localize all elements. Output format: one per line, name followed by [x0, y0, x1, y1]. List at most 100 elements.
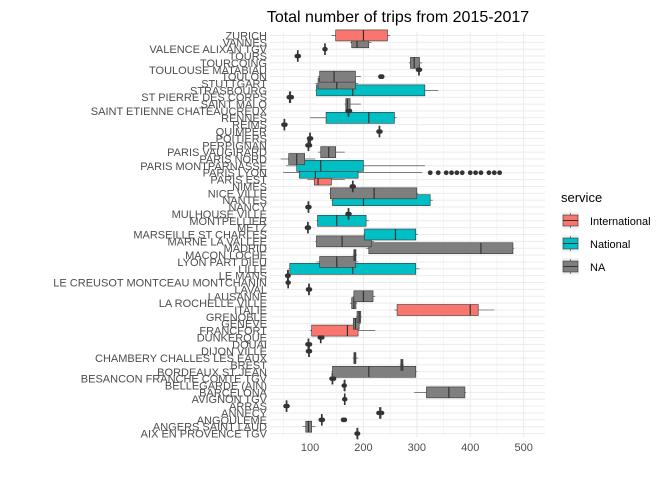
y-tick-label: GRENOBLE: [206, 312, 267, 324]
outlier-point: [351, 184, 357, 189]
box: [296, 160, 364, 172]
y-tick-label: ARRAS: [229, 401, 267, 413]
box: [316, 84, 426, 97]
y-tick-label: NANTES: [222, 195, 267, 207]
outlier-point: [379, 410, 385, 416]
outlier-point: [376, 410, 381, 416]
box: [319, 256, 356, 268]
y-tick-label: SAINT MALO: [201, 99, 268, 111]
y-tick-label: GENEVE: [221, 319, 267, 331]
outlier-point: [323, 46, 328, 52]
outlier-point: [355, 431, 361, 436]
outlier-point: [378, 129, 383, 134]
box: [311, 324, 359, 337]
outlier-point: [320, 335, 325, 340]
y-tick-label: PARIS MONTPARNASSE: [140, 161, 267, 173]
y-tick-label: LAVAL: [234, 284, 267, 296]
outlier-point: [459, 170, 465, 176]
outlier-point: [307, 342, 313, 347]
y-tick-label: TOURCOING: [200, 58, 267, 70]
x-tick-label: 400: [461, 442, 479, 454]
outlier-point: [347, 211, 352, 217]
y-tick-label: ANGOULEME: [197, 415, 267, 427]
y-tick-label: NICE VILLE: [208, 188, 267, 200]
x-tick-label: 500: [514, 442, 532, 454]
box: [319, 70, 356, 83]
legend-label: NA: [590, 262, 606, 274]
outlier-point: [342, 417, 348, 423]
y-tick-label: DOUAI: [232, 339, 267, 351]
box: [426, 386, 466, 399]
outlier-point: [343, 397, 348, 402]
box: [325, 112, 395, 124]
outlier-point: [308, 136, 314, 141]
outlier-point: [307, 143, 313, 148]
y-tick-label: LE MANS: [219, 271, 267, 283]
y-tick-label: LE CREUSOT MONTCEAU MONTCHANIN: [53, 278, 267, 290]
y-tick-label: FRANCFORT: [199, 326, 267, 338]
y-tick-label: MADRID: [224, 243, 267, 255]
y-tick-label: MULHOUSE VILLE: [172, 209, 267, 221]
x-tick-label: 300: [408, 442, 426, 454]
y-tick-label: DUNKERQUE: [197, 332, 267, 344]
legend-label: International: [590, 216, 651, 228]
outlier-point: [379, 74, 385, 80]
box: [335, 29, 388, 42]
legend: service International National NA: [561, 190, 651, 275]
outlier-point: [467, 170, 473, 176]
outlier-point: [427, 170, 433, 176]
outlier-point: [417, 67, 423, 72]
outlier-point: [306, 225, 312, 230]
y-tick-label: MARSEILLE ST CHARLES: [133, 230, 267, 242]
outlier-point: [283, 122, 288, 127]
y-tick-label: BORDEAUX ST JEAN: [157, 367, 267, 379]
y-tick-label: STUTTGART: [201, 78, 267, 90]
legend-label: National: [590, 239, 630, 251]
y-tick-label: ZURICH: [225, 30, 267, 42]
y-tick-label: ANGERS SAINT LAUD: [153, 422, 267, 434]
box: [396, 304, 479, 316]
y-tick-label: ITALIE: [234, 305, 267, 317]
y-tick-label: LILLE: [238, 264, 267, 276]
outlier-point: [286, 280, 291, 285]
y-tick-label: RENNES: [221, 113, 267, 125]
y-tick-label: DIJON VILLE: [201, 346, 267, 358]
box: [317, 214, 367, 227]
y-tick-label: AIX EN PROVENCE TGV: [141, 429, 268, 441]
outlier-point: [286, 273, 291, 278]
box: [364, 228, 417, 241]
y-tick-label: VANNES: [223, 37, 267, 49]
outlier-point: [342, 383, 347, 388]
box: [316, 235, 372, 248]
y-tick-label: BARCELONA: [199, 387, 268, 399]
y-tick-label: BESANCON FRANCHE COMTE TGV: [81, 374, 268, 386]
outlier-point: [285, 403, 290, 409]
y-tick-label: LAUSANNE: [208, 291, 267, 303]
y-tick-label: PERPIGNAN: [202, 140, 267, 152]
box: [353, 317, 360, 330]
box: [332, 365, 417, 378]
outlier-point: [478, 170, 484, 176]
y-tick-label: TOURS: [229, 51, 267, 63]
outlier-point: [449, 170, 454, 176]
outlier-point: [486, 170, 492, 176]
outlier-point: [435, 170, 441, 176]
outlier-point: [286, 95, 291, 100]
y-tick-label: REIMS: [232, 120, 267, 132]
y-tick-label: LA ROCHELLE VILLE: [159, 298, 267, 310]
legend-title: service: [561, 190, 602, 205]
outlier-points: [281, 46, 503, 436]
outlier-point: [289, 95, 295, 100]
outlier-point: [491, 170, 497, 176]
y-tick-label: PARIS LYON: [203, 168, 267, 180]
chart-title: Total number of trips from 2015-2017: [267, 9, 529, 26]
grid: [270, 32, 545, 437]
box: [410, 57, 420, 69]
y-tick-label: QUIMPER: [216, 127, 267, 139]
outlier-point: [497, 170, 503, 176]
y-tick-label: TOULOUSE MATABIAU: [149, 65, 267, 77]
y-tick-label: TOULON: [221, 72, 267, 84]
y-tick-label: NANCY: [228, 202, 267, 214]
